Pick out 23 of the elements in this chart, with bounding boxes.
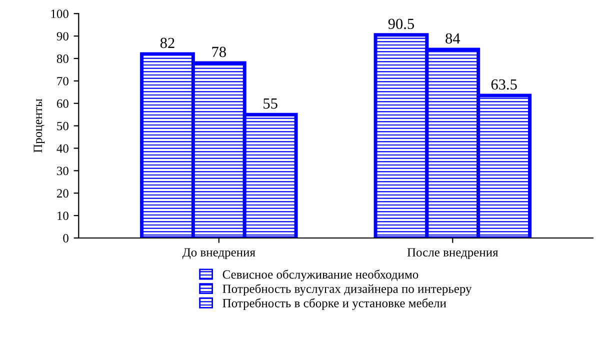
y-tick-label: 80 (56, 54, 68, 63)
data-label: 84 (446, 33, 460, 44)
x-tick-label: До внедрения (182, 248, 256, 260)
legend-label: Севисное обслуживание необходимо (222, 270, 418, 282)
data-label: 90.5 (388, 18, 414, 30)
y-tick-label: 90 (56, 32, 68, 40)
y-tick-label: 60 (56, 99, 68, 108)
y-axis-title: Проценты (34, 98, 45, 153)
y-tick-label: 70 (57, 76, 68, 86)
y-tick-label: 20 (56, 189, 68, 198)
data-label: 55 (264, 98, 278, 109)
legend-label: Потребность вуслугах дизайнера по интерьеру (222, 284, 472, 296)
y-tick-label: 40 (56, 144, 68, 153)
legend-label: Потребность в сборке и установке мебели (222, 298, 446, 310)
data-label: 63.5 (491, 79, 517, 90)
x-tick-label: После внедрения (407, 248, 498, 260)
y-tick-label: 10 (58, 212, 68, 220)
y-tick-label: 0 (63, 234, 68, 242)
y-tick-label: 50 (57, 122, 68, 130)
y-tick-label: 100 (51, 10, 68, 18)
y-tick-label: 30 (57, 166, 68, 176)
data-label: 82 (160, 38, 174, 48)
data-label: 78 (212, 46, 226, 58)
